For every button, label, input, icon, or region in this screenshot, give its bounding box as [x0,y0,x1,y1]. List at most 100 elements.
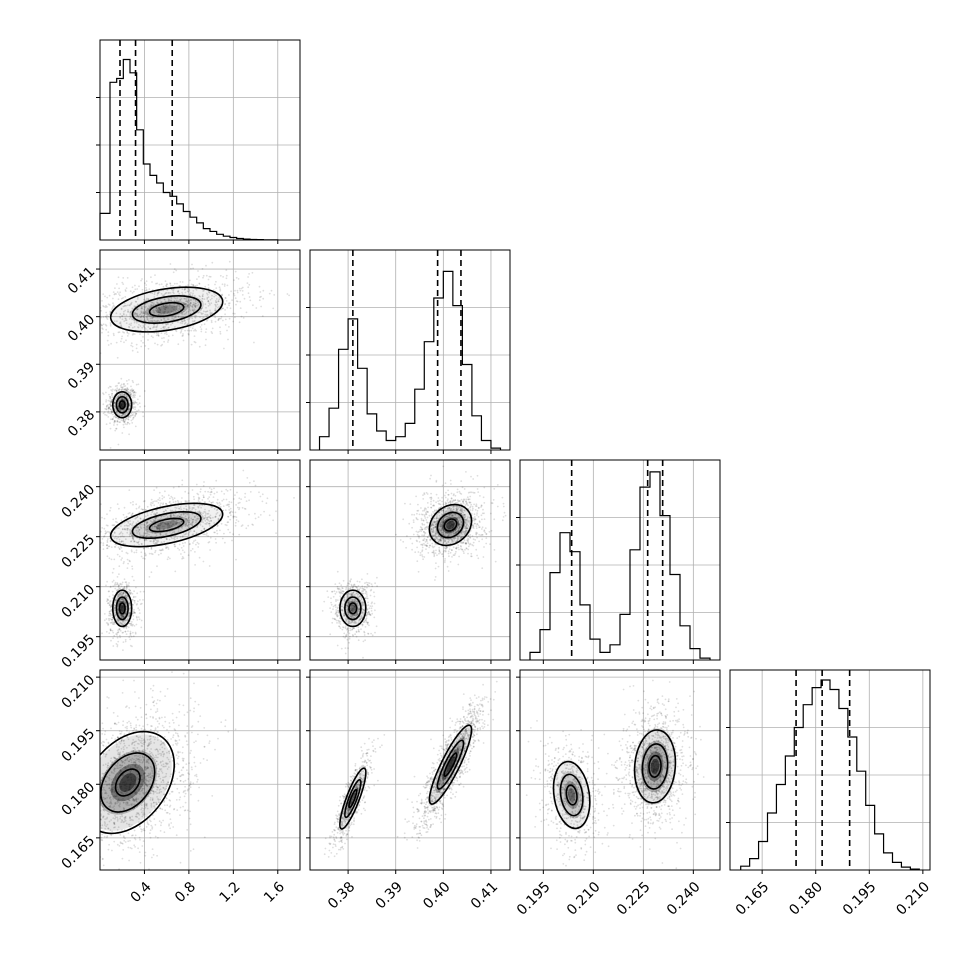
scatter-point [202,485,205,487]
scatter-point [156,565,158,568]
scatter-point [108,395,111,398]
scatter-point [143,538,146,541]
scatter-point [217,300,220,303]
scatter-point [123,305,126,308]
scatter-point [175,523,178,526]
scatter-point [109,800,112,803]
scatter-point [113,389,116,392]
scatter-point [200,313,203,315]
scatter-point [170,515,173,518]
scatter-point [130,550,133,553]
scatter-point [148,320,151,323]
scatter-point [234,494,236,496]
scatter-point [200,529,203,532]
scatter-point [135,347,138,350]
scatter-point [101,516,103,519]
scatter-point [159,807,162,810]
scatter-point [156,325,159,328]
scatter-point [200,324,203,326]
scatter-point [173,543,176,546]
scatter-point [152,701,155,703]
scatter-point [118,547,121,550]
scatter-point [149,783,151,785]
scatter-point [91,800,93,802]
scatter-point [129,771,132,774]
scatter-point [142,341,145,344]
scatter-point [155,500,158,503]
scatter-point [177,522,180,524]
scatter-point [146,315,148,318]
scatter-point [132,537,135,540]
scatter-point [121,335,123,338]
scatter-point [121,398,124,401]
scatter-point [232,533,235,535]
scatter-point [154,309,157,312]
scatter-point [153,302,155,305]
scatter-point [65,847,67,849]
scatter-point [134,740,136,743]
scatter-point [147,546,150,549]
scatter-point [210,302,213,305]
scatter-point [111,616,114,619]
scatter-point [202,274,205,277]
scatter-point [126,725,128,728]
scatter-point [159,524,162,527]
scatter-point [174,310,177,313]
scatter-point [207,519,210,522]
scatter-point [107,777,110,779]
scatter-point [123,506,126,509]
scatter-point [113,524,116,526]
scatter-point [103,305,105,308]
scatter-point [176,303,179,306]
scatter-point [60,337,62,339]
scatter-point [199,295,202,298]
scatter-point [169,292,172,294]
scatter-point [202,533,205,536]
scatter-point [107,334,110,337]
scatter-point [71,532,73,534]
scatter-point [120,740,123,743]
scatter-point [128,422,131,425]
scatter-point [212,501,214,504]
scatter-point [94,827,96,829]
scatter-point [107,617,110,620]
scatter-point [114,598,117,600]
scatter-point [173,514,176,517]
scatter-point [98,793,100,795]
scatter-point [163,793,165,796]
scatter-point [198,275,200,278]
scatter-point [111,392,114,395]
scatter-point [60,870,62,872]
scatter-point [232,515,235,518]
scatter-point [71,321,73,323]
scatter-point [113,621,116,624]
scatter-point [97,749,99,751]
scatter-point [145,784,148,787]
scatter-point [114,614,117,616]
scatter-point [118,540,121,543]
scatter-point [217,318,220,321]
scatter-point [66,578,68,580]
scatter-point [140,551,143,554]
scatter-point [136,603,139,605]
scatter-point [146,807,149,810]
scatter-point [82,769,84,771]
scatter-point [39,825,41,827]
scatter-point [108,820,111,823]
scatter-point [206,516,209,519]
scatter-point [81,306,83,308]
scatter-point [103,619,106,622]
scatter-point [80,295,82,297]
scatter-point [136,308,139,311]
scatter-point [128,404,131,407]
scatter-point [255,307,258,309]
scatter-point [157,332,160,334]
scatter-point [156,302,159,304]
scatter-point [105,324,108,327]
scatter-point [121,620,124,623]
scatter-point [123,627,125,629]
scatter-point [124,622,126,624]
scatter-point [108,805,110,808]
scatter-point [154,823,157,826]
scatter-point [173,292,175,295]
